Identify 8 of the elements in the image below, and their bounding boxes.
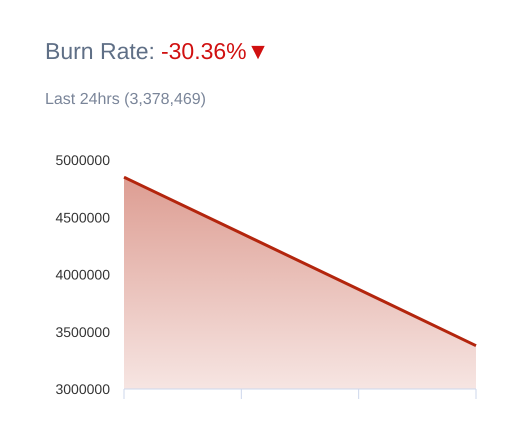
text: -30.36%▼ — [160, 38, 270, 64]
y-tick-label: 4500000 — [55, 209, 110, 226]
y-tick-label: 3000000 — [55, 381, 110, 397]
chart-subtitle: Last 24hrs (3,378,469) — [45, 91, 206, 108]
y-tick-label: 4000000 — [55, 266, 110, 282]
chart-title: Burn Rate: — [45, 38, 155, 64]
y-tick-label: 5000000 — [55, 152, 110, 168]
y-tick-label: 3500000 — [55, 324, 110, 340]
